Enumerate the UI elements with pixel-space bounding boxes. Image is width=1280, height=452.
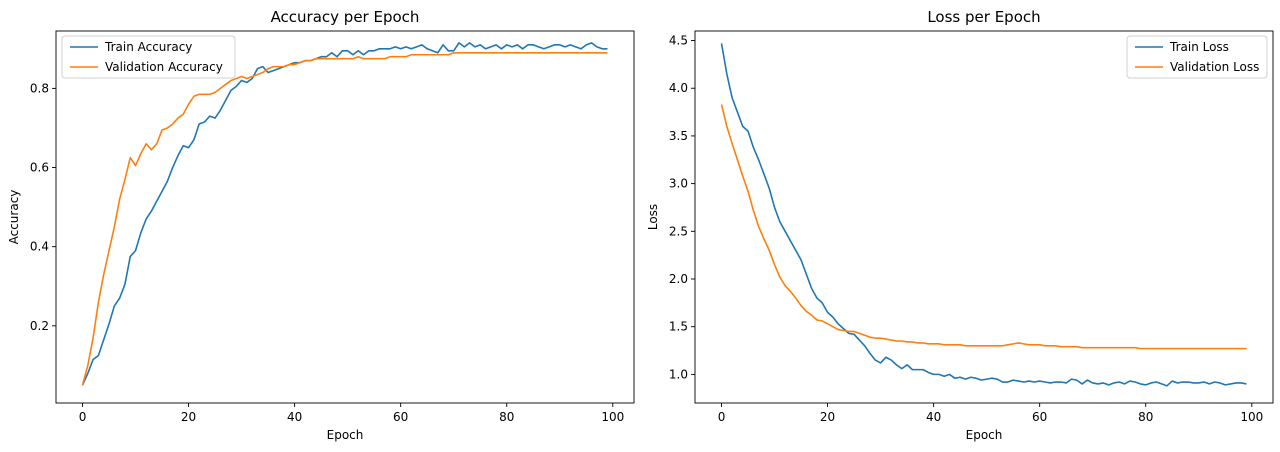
x-tick-label: 40 (926, 410, 941, 424)
x-tick-label: 20 (181, 410, 196, 424)
y-tick-label: 0.6 (30, 161, 49, 175)
plot-frame (55, 30, 635, 404)
y-tick-label: 0.2 (30, 319, 49, 333)
x-tick-label: 0 (79, 410, 87, 424)
chart-title: Accuracy per Epoch (271, 8, 420, 26)
legend: Train Accuracy Validation Accuracy (61, 35, 236, 79)
legend-label: Validation Loss (1170, 60, 1259, 74)
y-tick-label: 2.5 (669, 224, 688, 238)
y-tick-label: 1.5 (669, 320, 688, 334)
x-axis-label: Epoch (966, 428, 1003, 442)
series-line-validation-accuracy (81, 51, 608, 386)
series-line-train-accuracy (81, 42, 608, 386)
legend-label: Validation Accuracy (105, 60, 223, 74)
y-tick-label: 4.5 (669, 34, 688, 48)
y-tick-label: 1.0 (669, 367, 688, 381)
y-tick-label: 3.5 (669, 129, 688, 143)
legend: Train Loss Validation Loss (1126, 35, 1268, 79)
y-tick-label: 0.4 (30, 240, 49, 254)
x-tick-label: 60 (393, 410, 408, 424)
legend-box (61, 35, 236, 79)
legend-label: Train Loss (1169, 40, 1229, 54)
y-axis-label: Accuracy (7, 190, 21, 245)
x-axis-label: Epoch (327, 428, 364, 442)
x-tick-label: 20 (820, 410, 835, 424)
x-tick-label: 100 (601, 410, 624, 424)
legend-label: Train Accuracy (104, 40, 192, 54)
accuracy-chart: 0 20 40 60 80 100 0.2 0.4 0.6 0.8 Accuracy per Epo… (7, 8, 635, 442)
y-tick-label: 2.0 (669, 272, 688, 286)
y-tick-label: 3.0 (669, 177, 688, 191)
y-axis-label: Loss (646, 204, 660, 230)
x-tick-label: 80 (499, 410, 514, 424)
x-tick-label: 80 (1138, 410, 1153, 424)
x-tick-label: 0 (718, 410, 726, 424)
chart-title: Loss per Epoch (927, 8, 1040, 26)
series-line-train-loss (720, 43, 1247, 387)
x-tick-label: 100 (1240, 410, 1263, 424)
series-line-validation-loss (720, 104, 1247, 350)
x-tick-label: 60 (1032, 410, 1047, 424)
y-tick-label: 4.0 (669, 81, 688, 95)
y-tick-label: 0.8 (30, 81, 49, 95)
loss-chart: 0 20 40 60 80 100 1.0 1.5 2.0 2.5 3.0 3.5 4.0 4.5 Loss… (646, 8, 1274, 442)
plot-frame (694, 30, 1274, 404)
x-tick-label: 40 (287, 410, 302, 424)
